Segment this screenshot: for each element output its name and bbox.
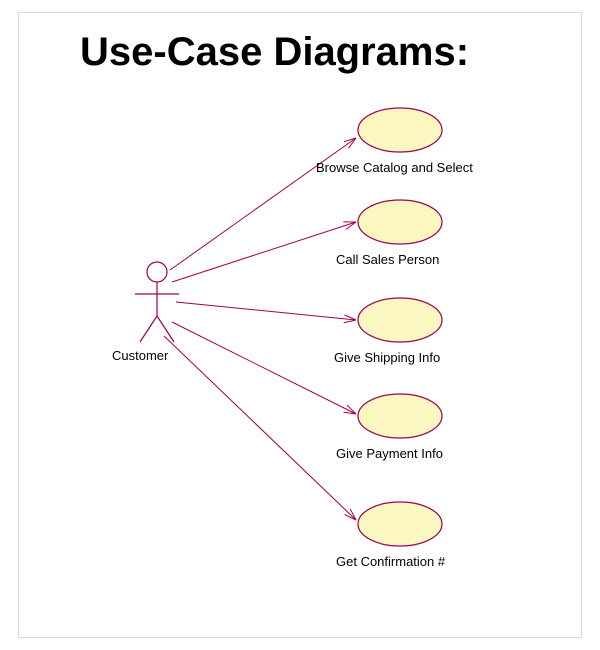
usecase-ellipse-call — [358, 200, 442, 244]
arrow-to-call — [172, 222, 356, 282]
usecase-ellipse-browse — [358, 108, 442, 152]
arrow-to-browse — [170, 138, 356, 270]
usecase-label-shipping: Give Shipping Info — [334, 350, 440, 365]
actor-customer — [135, 262, 179, 342]
actor-label: Customer — [112, 348, 168, 363]
usecase-label-payment: Give Payment Info — [336, 446, 443, 461]
usecase-label-confirm: Get Confirmation # — [336, 554, 445, 569]
usecase-ellipse-shipping — [358, 298, 442, 342]
arrow-to-payment — [172, 322, 356, 414]
usecase-diagram — [0, 0, 600, 650]
usecase-label-call: Call Sales Person — [336, 252, 439, 267]
usecase-label-browse: Browse Catalog and Select — [316, 160, 473, 175]
usecase-ellipse-confirm — [358, 502, 442, 546]
arrow-to-shipping — [176, 302, 356, 323]
usecase-ellipse-payment — [358, 394, 442, 438]
arrow-to-confirm — [164, 336, 356, 520]
